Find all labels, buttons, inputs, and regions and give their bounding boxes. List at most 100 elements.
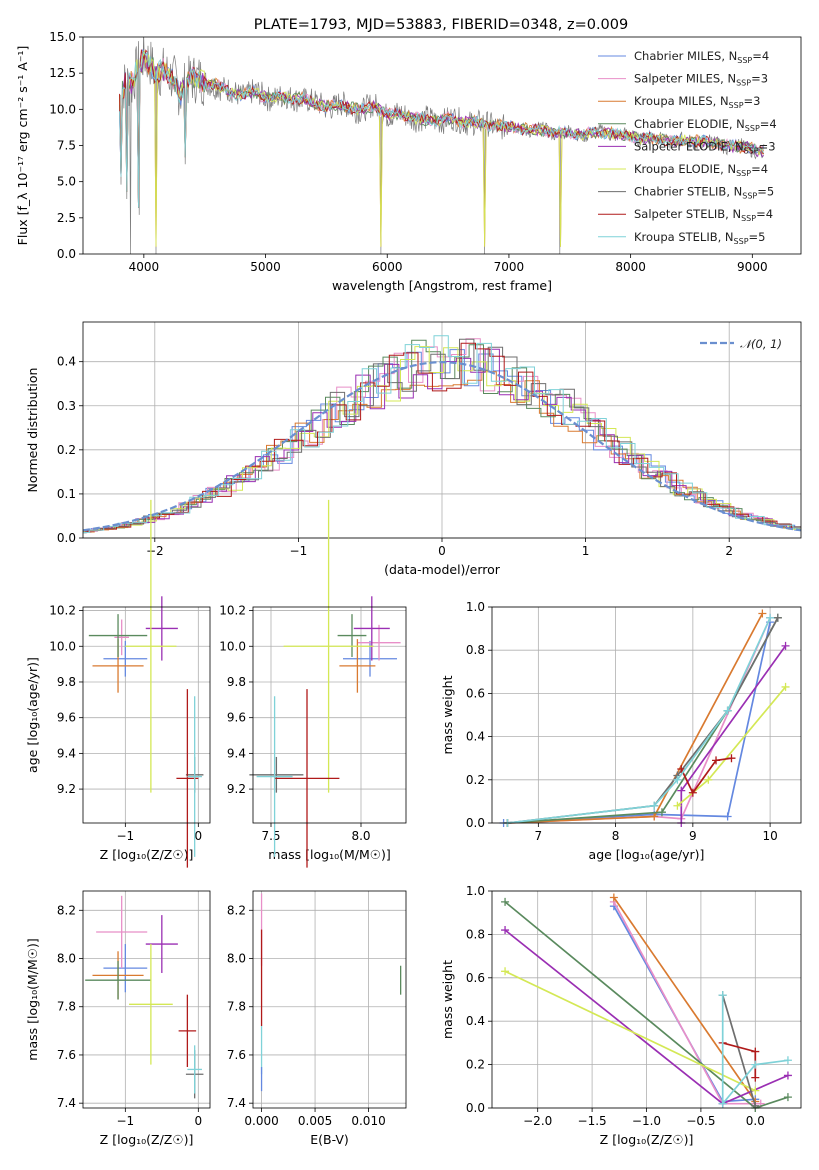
errorbar-point (249, 756, 304, 793)
series-marker (677, 765, 686, 773)
errorbar-point (85, 960, 151, 1000)
weight_vs_z-x-tick-label: −2.0 (523, 1114, 552, 1128)
spectrum-title: PLATE=1793, MJD=53883, FIBERID=0348, z=0… (254, 17, 628, 33)
histogram-step-kroupa-miles (83, 371, 801, 533)
errorbar-point (88, 614, 148, 657)
mass_vs_z-x-tick-label: −1 (116, 1114, 134, 1128)
age_vs_z-frame (82, 606, 211, 824)
series-marker (657, 808, 666, 817)
series-marker (751, 1086, 760, 1095)
mass_vs_z-x-tick-label: 0 (195, 1114, 203, 1128)
residuals-x-axis-label: (data-model)/error (384, 562, 501, 577)
series-marker (650, 801, 659, 810)
weight_vs_age-x-tick-label: 7 (535, 829, 543, 843)
spectrum-x-tick-label: 9000 (737, 260, 768, 274)
weight_vs_z-axes: −2.0 −1.5 −1.0 −0.5 0.0 0.0 0.2 0.4 0.6 0.8 1.0 Z [… (440, 884, 801, 1147)
legend-entry-label: Kroupa MILES, NSSP=3 (634, 94, 760, 110)
mass_vs_ebv-y-tick-label: 7.8 (227, 1000, 246, 1014)
weight_vs_age-x-tick-label: 10 (762, 829, 777, 843)
series-marker (783, 1071, 792, 1080)
residuals-histogram-group (83, 335, 801, 534)
spectrum-axes: 4000 5000 6000 7000 8000 9000 0.0 2.5 5.0 7.5 10.0… (15, 30, 768, 293)
series-marker (501, 926, 510, 935)
spectrum-y-axis-label: Flux [f_λ 10⁻¹⁷ erg cm⁻² s⁻¹ A⁻¹] (15, 46, 30, 246)
errorbar-point (103, 944, 148, 993)
weight_vs_age-y-tick-label: 0.8 (466, 643, 485, 657)
weight_vs_z-frame (491, 890, 802, 1109)
spectrum-y-tick-label: 12.5 (49, 66, 76, 80)
age_vs_z-y-tick-label: 9.2 (57, 782, 76, 796)
errorbar-point (283, 499, 374, 793)
legend-entry-label: Kroupa ELODIE, NSSP=4 (634, 162, 768, 178)
series-line-chabrier-stelib (721, 994, 757, 1107)
errorbar-point (339, 639, 376, 693)
residuals-y-tick-label: 0.3 (57, 399, 76, 413)
age_vs_mass-x-tick-label: 7.5 (261, 829, 280, 843)
mass_vs_ebv-y-tick-label: 7.6 (227, 1048, 246, 1062)
series-marker (727, 754, 736, 763)
mass_vs_z-y-tick-label: 7.4 (57, 1096, 76, 1110)
spectrum-y-tick-label: 2.5 (57, 211, 76, 225)
series-marker (766, 613, 775, 622)
spectrum-x-tick-label: 6000 (372, 260, 403, 274)
weight_vs_z-y-tick-label: 0.0 (466, 1101, 485, 1115)
mass_vs_z-y-tick-label: 7.8 (57, 1000, 76, 1014)
residuals-y-tick-label: 0.4 (57, 355, 76, 369)
residuals-x-tick-label: −1 (290, 544, 308, 558)
legend-entry-label: Kroupa STELIB, NSSP=5 (634, 230, 765, 246)
spectrum-x-axis-label: wavelength [Angstrom, rest frame] (332, 278, 552, 293)
series-marker (677, 786, 686, 795)
weight_vs_z-y-tick-label: 0.4 (466, 1014, 485, 1028)
errorbar-point (274, 689, 340, 868)
mass_vs_z-points-group (85, 895, 204, 1099)
errorbar-point (337, 614, 367, 657)
mass_vs_z-x-axis-label: Z [log₁₀(Z/Z☉)] (100, 1132, 194, 1147)
age_vs_mass-x-tick-label: 8.0 (351, 829, 370, 843)
age_vs_mass-y-tick-label: 9.8 (227, 675, 246, 689)
residuals-y-tick-label: 0.0 (57, 531, 76, 545)
residuals-legend: 𝒩(0, 1) (700, 337, 782, 351)
weight_vs_z-y-tick-label: 1.0 (466, 884, 485, 898)
series-marker (781, 682, 790, 691)
legend-entry-label: Chabrier STELIB, NSSP=5 (634, 185, 774, 201)
legend-entry-label: Chabrier MILES, NSSP=4 (634, 49, 769, 65)
mass_vs_z-y-axis-label: mass [log₁₀(M/M☉)] (25, 938, 40, 1060)
mass_vs_ebv-x-axis-label: E(B-V) (310, 1132, 349, 1147)
series-marker (751, 1060, 760, 1069)
errorbar-point (128, 944, 173, 1065)
spectrum-y-tick-label: 5.0 (57, 175, 76, 189)
legend-entry-label: Salpeter MILES, NSSP=3 (634, 72, 768, 88)
legend-entry-label: Salpeter ELODIE, NSSP=3 (634, 139, 776, 155)
weight_vs_age-x-axis-label: age [log₁₀(age/yr)] (589, 847, 705, 862)
spectrum-frame (82, 36, 802, 255)
series-marker (723, 706, 732, 715)
residuals-frame (82, 321, 802, 539)
age_vs_mass-y-tick-label: 9.4 (227, 746, 246, 760)
series-marker (650, 812, 659, 821)
mass_vs_z-frame (82, 890, 211, 1109)
legend-entry-label: Chabrier ELODIE, NSSP=4 (634, 117, 777, 133)
histogram-step-salpeter-stelib (83, 342, 801, 533)
age_vs_mass-y-tick-label: 10.0 (219, 639, 246, 653)
age_vs_z-y-tick-label: 10.0 (49, 639, 76, 653)
mass_vs_ebv-y-tick-label: 7.4 (227, 1096, 246, 1110)
spectrum-x-tick-label: 8000 (615, 260, 646, 274)
legend-entry-gaussian: 𝒩(0, 1) (740, 337, 782, 351)
age_vs_z-axes: −1 0 9.2 9.4 9.6 9.8 10.0 10.2 Z [log₁₀(Z/Z☉)] ag… (25, 604, 210, 862)
series-marker (751, 1101, 760, 1110)
age_vs_mass-y-tick-label: 10.2 (219, 604, 246, 618)
errorbar-point (114, 619, 129, 656)
age_vs_z-y-axis-label: age [log₁₀(age/yr)] (25, 657, 40, 773)
residuals-x-tick-label: −2 (146, 544, 164, 558)
weight_vs_age-y-tick-label: 1.0 (466, 600, 485, 614)
age_vs_z-y-tick-label: 9.8 (57, 675, 76, 689)
series-marker (673, 775, 682, 784)
mass_vs_ebv-x-tick-label: 0.000 (244, 1114, 278, 1128)
weight_vs_z-x-tick-label: 0.0 (746, 1114, 765, 1128)
age_vs_z-points-group (88, 499, 204, 868)
series-line-kroupa-elodie (504, 970, 756, 1092)
mass_vs_ebv-x-tick-label: 0.010 (351, 1114, 385, 1128)
age_vs_z-y-tick-label: 10.2 (49, 604, 76, 618)
spectrum-line-kroupa-stelib (119, 51, 764, 208)
age_vs_mass-x-axis-label: mass [log₁₀(M/M☉)] (268, 847, 390, 862)
